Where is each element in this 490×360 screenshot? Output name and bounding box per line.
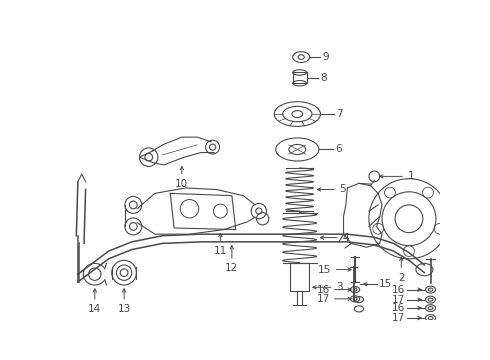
Text: 12: 12	[225, 264, 239, 273]
Text: 15: 15	[379, 279, 392, 289]
Text: 5: 5	[339, 184, 345, 194]
Text: 8: 8	[320, 73, 327, 83]
Text: 16: 16	[392, 303, 405, 313]
Text: 16: 16	[317, 285, 330, 294]
Text: 2: 2	[398, 273, 405, 283]
Text: 9: 9	[322, 52, 329, 62]
Text: 6: 6	[335, 144, 342, 154]
Text: 17: 17	[392, 313, 405, 323]
Text: 10: 10	[175, 179, 188, 189]
Text: 11: 11	[214, 246, 227, 256]
Text: 15: 15	[318, 265, 331, 275]
Text: 17: 17	[317, 294, 330, 304]
Text: 16: 16	[392, 285, 405, 294]
Text: 3: 3	[336, 282, 343, 292]
Text: 13: 13	[118, 304, 131, 314]
Text: 14: 14	[88, 304, 101, 314]
Text: 7: 7	[337, 109, 343, 119]
Text: 17: 17	[392, 294, 405, 305]
Text: 1: 1	[408, 171, 414, 181]
Text: 4: 4	[342, 233, 348, 243]
